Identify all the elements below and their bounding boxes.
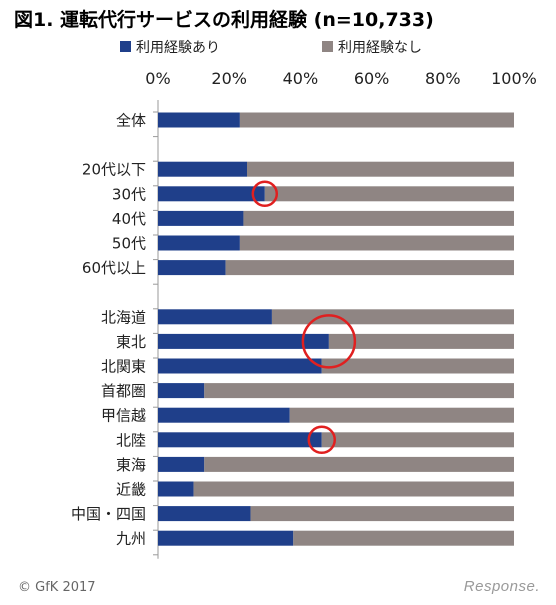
bars-group [158,112,514,546]
x-tick-label: 60% [354,69,390,88]
legend: 利用経験あり 利用経験なし [120,40,422,56]
bar-not-used [225,260,514,276]
legend-label-2: 利用経験なし [338,40,422,56]
highlight-circle [301,314,357,369]
bar-used [158,456,205,472]
category-label: 北関東 [101,358,146,376]
category-label: 40代 [112,210,146,228]
highlight-circle [307,425,337,455]
stacked-bar-chart: 図1. 運転代行サービスの利用経験 (n=10,733) 利用経験あり 利用経験な… [14,8,537,559]
highlight-circle [251,180,279,208]
brand-watermark: Response. [463,578,540,595]
gridlines [153,100,159,559]
category-label: 東北 [116,333,146,351]
category-label: 20代以下 [82,161,146,179]
bar-not-used [328,333,514,349]
bar-not-used [289,407,514,423]
highlight-circles [251,180,357,455]
x-tick-label: 100% [491,69,537,88]
bar-not-used [204,456,514,472]
bar-used [158,161,247,177]
bar-not-used [204,383,514,399]
category-label: 60代以上 [82,259,146,277]
category-label: 全体 [116,112,146,130]
x-tick-label: 80% [425,69,461,88]
category-label: 北海道 [101,308,146,326]
bar-not-used [264,186,514,202]
category-label: 30代 [112,185,146,203]
category-label: 甲信越 [101,407,146,425]
bar-used [158,481,194,497]
bar-not-used [321,358,514,374]
x-tick-label: 20% [211,69,247,88]
bar-not-used [250,506,514,522]
category-label: 北陸 [116,431,146,449]
bar-used [158,235,240,251]
bar-used [158,309,272,325]
bar-used [158,506,251,522]
category-label: 近畿 [116,481,146,499]
category-label: 首都圏 [101,382,146,400]
category-label: 中国・四国 [71,505,146,523]
legend-swatch-2 [322,41,333,52]
x-axis: 0% 20% 40% 60% 80% 100% [145,69,537,88]
bar-used [158,530,294,546]
bar-not-used [247,161,514,177]
bar-not-used [321,432,514,448]
bar-used [158,186,265,202]
category-label: 東海 [116,456,146,474]
bar-used [158,333,329,349]
category-labels: 全体 20代以下 30代 40代 50代 60代以上北海道東北北関東首都圏甲信越北陸東海近… [71,112,146,548]
bar-not-used [239,112,514,128]
bar-not-used [193,481,514,497]
chart-title: 図1. 運転代行サービスの利用経験 (n=10,733) [14,8,434,31]
bar-used [158,260,226,276]
bar-used [158,358,322,374]
bar-not-used [293,530,514,546]
bar-not-used [243,210,514,226]
legend-label-1: 利用経験あり [136,40,220,56]
bar-not-used [239,235,514,251]
bar-used [158,210,244,226]
x-tick-label: 40% [283,69,319,88]
bar-used [158,407,290,423]
copyright-text: © GfK 2017 [18,580,96,595]
bar-used [158,112,240,128]
category-label: 50代 [112,235,146,253]
category-label: 九州 [116,530,146,548]
bar-used [158,432,322,448]
legend-swatch-1 [120,41,131,52]
bar-used [158,383,205,399]
x-tick-label: 0% [145,69,170,88]
bar-not-used [271,309,514,325]
